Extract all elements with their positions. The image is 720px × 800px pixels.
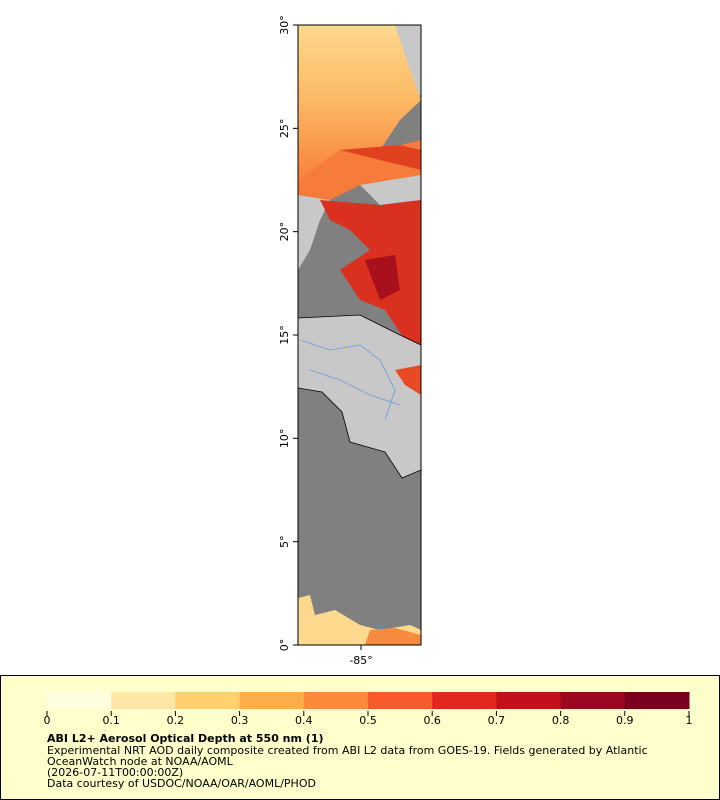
- legend-line: (2026-07-11T00:00:00Z): [47, 766, 183, 779]
- colorbar-swatch: [368, 692, 433, 709]
- colorbar-swatch: [560, 692, 626, 709]
- colorbar-tick-label: 0.3: [231, 714, 249, 727]
- colorbar-swatch: [496, 692, 562, 709]
- colorbar-swatch: [239, 692, 305, 709]
- legend-line: OceanWatch node at NOAA/AOML: [47, 755, 234, 768]
- colorbar-swatch: [175, 692, 241, 709]
- colorbar-tick-label: 0.1: [102, 714, 120, 727]
- map: [298, 25, 421, 645]
- lat-tick-label: 15°: [278, 325, 291, 345]
- aod-field: [298, 25, 421, 180]
- colorbar-tick-label: 0.7: [488, 714, 506, 727]
- legend-line: Data courtesy of USDOC/NOAA/OAR/AOML/PHO…: [47, 777, 316, 790]
- lat-tick-label: 30°: [278, 15, 291, 35]
- legend-line: Experimental NRT AOD daily composite cre…: [47, 744, 648, 757]
- land: [298, 314, 421, 479]
- colorbar-tick-label: 0.6: [423, 714, 441, 727]
- colorbar-swatch: [303, 692, 369, 709]
- lat-tick-label: 10°: [278, 429, 291, 449]
- land: [360, 175, 421, 205]
- colorbar: 0 0.1 0.2 0.3 0.4 0.5 0.6 0.7 0.8 0.9 1: [44, 692, 693, 727]
- aod-field: [340, 145, 421, 170]
- lat-tick-label: 25°: [278, 119, 291, 139]
- aod-field: [395, 365, 421, 395]
- colorbar-tick-label: 0.4: [295, 714, 313, 727]
- axes: 0° 5° 10° 15° 20° 25° 30° -85°: [278, 15, 373, 667]
- colorbar-tick-label: 0.2: [167, 714, 185, 727]
- lon-tick-label: -85°: [349, 654, 372, 667]
- colorbar-tick-label: 0.9: [616, 714, 634, 727]
- colorbar-tick-label: 0.5: [359, 714, 377, 727]
- river: [309, 369, 401, 406]
- river: [299, 339, 396, 421]
- colorbar-tick-label: 0: [44, 714, 51, 727]
- lat-tick-label: 0°: [278, 639, 291, 652]
- legend-title: ABI L2+ Aerosol Optical Depth at 550 nm …: [47, 732, 324, 745]
- colorbar-tick-label: 0.8: [552, 714, 570, 727]
- aod-field: [365, 628, 421, 645]
- colorbar-swatch: [47, 692, 112, 709]
- colorbar-tick-label: 1: [686, 714, 693, 727]
- lat-tick-label: 5°: [278, 535, 291, 548]
- aod-field: [320, 200, 421, 360]
- land: [298, 195, 330, 270]
- colorbar-swatch: [111, 692, 176, 709]
- colorbar-swatch: [432, 692, 497, 709]
- aod-field: [365, 255, 400, 300]
- lat-tick-label: 20°: [278, 222, 291, 242]
- colorbar-swatch: [624, 692, 690, 709]
